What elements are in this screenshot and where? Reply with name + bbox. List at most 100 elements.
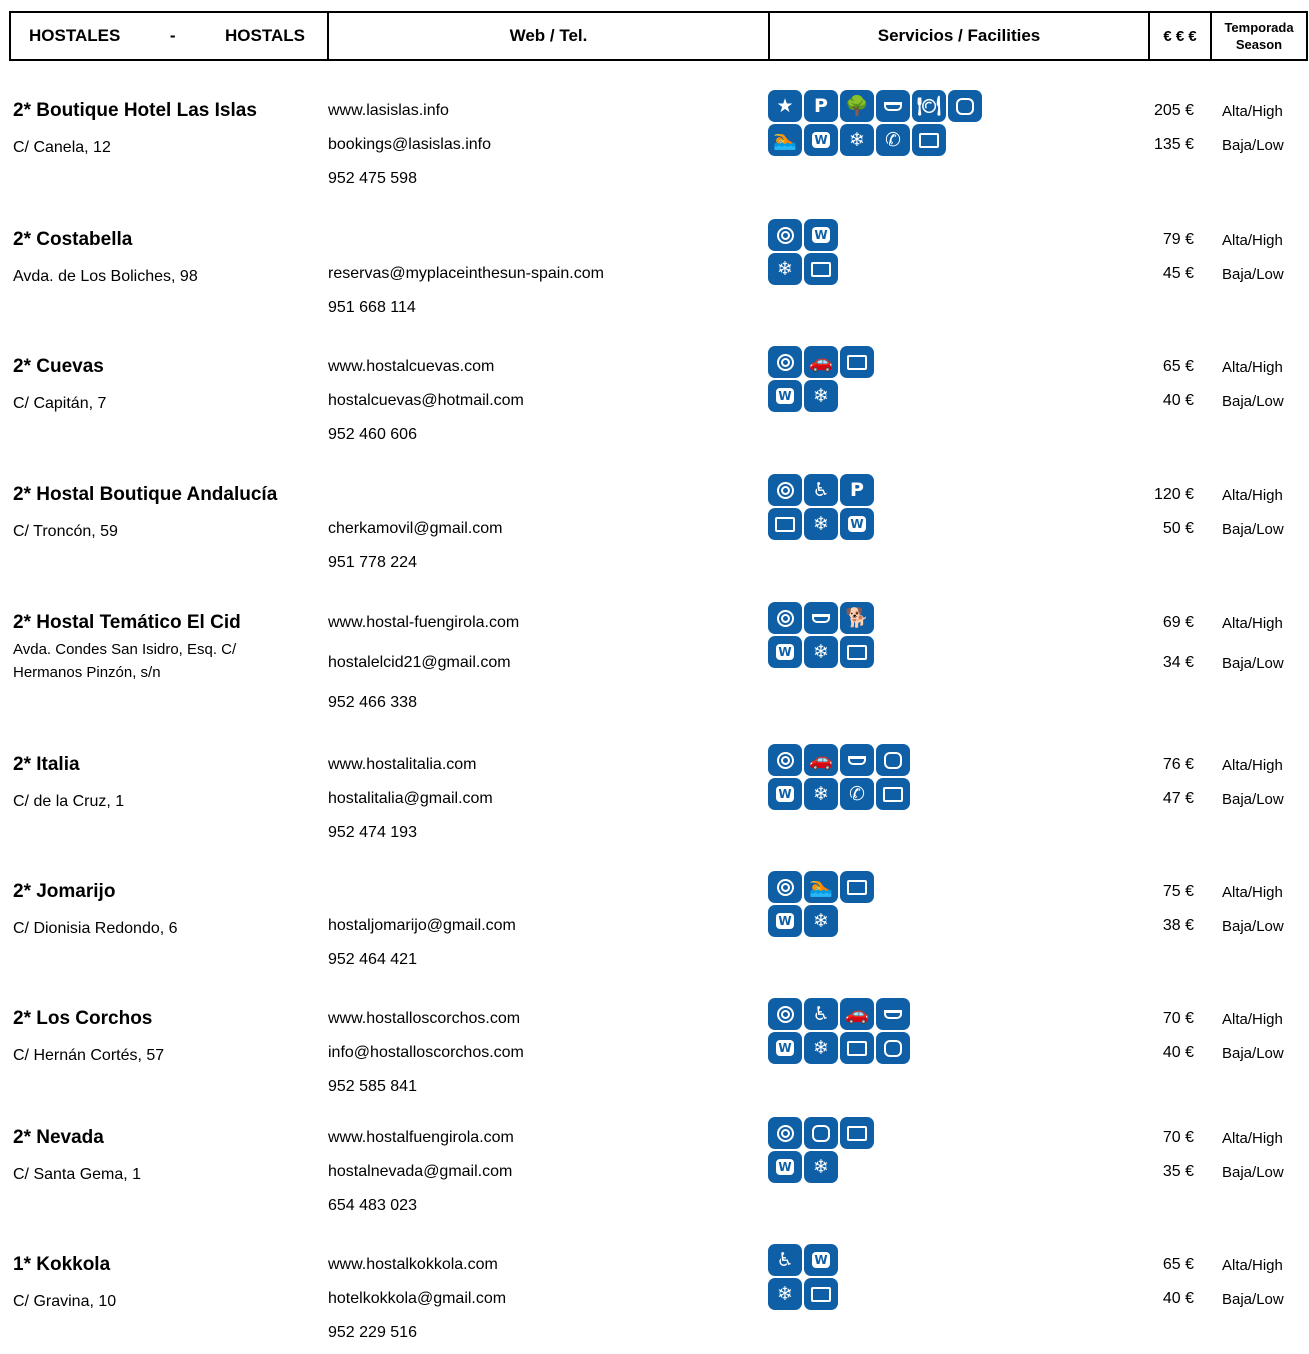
aircon-icon: ❄ <box>804 778 838 810</box>
tv-icon <box>840 1032 874 1064</box>
hostal-website-link[interactable]: www.hostalcuevas.com <box>328 358 495 375</box>
header-season: Temporada Season <box>1212 13 1306 59</box>
facility-icon-row: W ❄ ✆ <box>768 778 1028 810</box>
hostal-email-link[interactable]: hostalnevada@gmail.com <box>328 1163 513 1180</box>
hostal-entry: 2* Jomarijo C/ Dionisia Redondo, 6 hostalj… <box>0 871 1309 981</box>
hostal-phone: 952 464 421 <box>328 951 417 968</box>
tv-icon <box>804 253 838 285</box>
facility-icons: ★ P 🌳 🍽 🏊 W ❄ ✆ <box>768 90 1028 158</box>
facility-icon-row: 🚗 <box>768 744 1028 776</box>
wifi-icon: W <box>804 1244 838 1276</box>
aircon-icon: ❄ <box>804 508 838 540</box>
hostal-name: 2* Cuevas <box>13 356 104 377</box>
facility-icon-row: 🚗 <box>768 346 1028 378</box>
price-low: 45 € <box>1162 265 1194 282</box>
facility-icons: W ❄ <box>768 1117 1028 1185</box>
facility-icon-row: 🐕 <box>768 602 1028 634</box>
season-high: Alta/High <box>1222 1257 1283 1274</box>
hostal-website-link[interactable]: www.hostalitalia.com <box>328 756 477 773</box>
wifi-icon: W <box>768 905 802 937</box>
hostal-address: C/ Hernán Cortés, 57 <box>13 1047 165 1064</box>
lift-icon <box>948 90 982 122</box>
lift-icon <box>876 1032 910 1064</box>
wifi-icon: W <box>768 380 802 412</box>
facility-icons: 🏊 W ❄ <box>768 871 1028 939</box>
hostal-phone: 951 778 224 <box>328 554 417 571</box>
header-hostales: HOSTALES - HOSTALS <box>11 13 329 59</box>
hostal-website-link[interactable]: www.lasislas.info <box>328 102 449 119</box>
hostal-email-link[interactable]: reservas@myplaceinthesun-spain.com <box>328 265 604 282</box>
season-low: Baja/Low <box>1222 1045 1284 1062</box>
hostal-email-link[interactable]: info@hostalloscorchos.com <box>328 1044 524 1061</box>
wifi-icon: W <box>804 219 838 251</box>
facility-icons: 🚗 W ❄ <box>768 346 1028 414</box>
hostal-entry: 2* Hostal Temático El Cid Avda. Condes Sa… <box>0 602 1309 712</box>
price-low: 38 € <box>1162 917 1194 934</box>
season-high: Alta/High <box>1222 1011 1283 1028</box>
price-low: 47 € <box>1162 790 1194 807</box>
hostal-email-link[interactable]: hotelkokkola@gmail.com <box>328 1290 507 1307</box>
lift-icon <box>876 744 910 776</box>
hostal-entry: 1* Kokkola C/ Gravina, 10 www.hostalkokkol… <box>0 1244 1309 1354</box>
facility-icon-row: ♿ P <box>768 474 1028 506</box>
hostal-website-link[interactable]: www.hostal-fuengirola.com <box>328 614 520 631</box>
hostal-entry: 2* Nevada C/ Santa Gema, 1 www.hostalfueng… <box>0 1117 1309 1227</box>
season-low: Baja/Low <box>1222 1291 1284 1308</box>
price-low: 50 € <box>1162 520 1194 537</box>
hostal-phone: 952 474 193 <box>328 824 417 841</box>
facility-icons: ♿ P ❄ W <box>768 474 1028 542</box>
safe-icon <box>768 346 802 378</box>
season-low: Baja/Low <box>1222 918 1284 935</box>
hostal-website-link[interactable]: www.hostalkokkola.com <box>328 1256 498 1273</box>
hostal-email-link[interactable]: hostalelcid21@gmail.com <box>328 654 511 671</box>
header-dash: - <box>169 26 176 45</box>
facility-icon-row: W ❄ <box>768 905 1028 937</box>
telephone-icon: ✆ <box>876 124 910 156</box>
facility-icon-row: ♿ 🚗 <box>768 998 1028 1030</box>
hostal-name: 2* Hostal Boutique Andalucía <box>13 484 278 505</box>
hostal-entry: 2* Boutique Hotel Las Islas C/ Canela, 12… <box>0 90 1309 200</box>
hostal-name: 2* Costabella <box>13 229 133 250</box>
hostal-entry: 2* Italia C/ de la Cruz, 1 www.hostalitali… <box>0 744 1309 854</box>
safe-icon <box>768 744 802 776</box>
hostal-address: C/ Troncón, 59 <box>13 523 118 540</box>
hostal-email-link[interactable]: cherkamovil@gmail.com <box>328 520 503 537</box>
header-hostales-es: HOSTALES <box>29 26 121 45</box>
hostal-phone: 952 466 338 <box>328 694 417 711</box>
facility-icons: ♿ W ❄ <box>768 1244 1028 1312</box>
facility-icon-row <box>768 1117 1028 1149</box>
facility-icon-row: 🏊 W ❄ ✆ <box>768 124 1028 156</box>
facility-icons: 🐕 W ❄ <box>768 602 1028 670</box>
price-low: 40 € <box>1162 1290 1194 1307</box>
season-high: Alta/High <box>1222 103 1283 120</box>
hostal-email-link[interactable]: bookings@lasislas.info <box>328 136 491 153</box>
hostal-email-link[interactable]: hostalitalia@gmail.com <box>328 790 493 807</box>
aircon-icon: ❄ <box>804 380 838 412</box>
price-high: 79 € <box>1162 231 1194 248</box>
hostal-address: C/ Dionisia Redondo, 6 <box>13 920 178 937</box>
header-facilities: Servicios / Facilities <box>770 13 1150 59</box>
wifi-icon: W <box>840 508 874 540</box>
season-low: Baja/Low <box>1222 266 1284 283</box>
safe-icon <box>768 474 802 506</box>
parking-icon: P <box>840 474 874 506</box>
hostal-address: Avda. de Los Boliches, 98 <box>13 268 198 285</box>
cafeteria-icon <box>876 90 910 122</box>
hostal-website-link[interactable]: www.hostalfuengirola.com <box>328 1129 514 1146</box>
aircon-icon: ❄ <box>804 636 838 668</box>
wifi-icon: W <box>768 636 802 668</box>
hostal-website-link[interactable]: www.hostalloscorchos.com <box>328 1010 521 1027</box>
cafeteria-icon <box>804 602 838 634</box>
season-high: Alta/High <box>1222 615 1283 632</box>
header-price: € € € <box>1150 13 1212 59</box>
tv-icon <box>912 124 946 156</box>
season-low: Baja/Low <box>1222 521 1284 538</box>
star-icon: ★ <box>768 90 802 122</box>
price-high: 205 € <box>1153 102 1194 119</box>
price-high: 65 € <box>1162 1256 1194 1273</box>
hostal-email-link[interactable]: hostaljomarijo@gmail.com <box>328 917 516 934</box>
hostal-phone: 654 483 023 <box>328 1197 417 1214</box>
hostal-email-link[interactable]: hostalcuevas@hotmail.com <box>328 392 524 409</box>
season-low: Baja/Low <box>1222 791 1284 808</box>
cafeteria-icon <box>840 744 874 776</box>
